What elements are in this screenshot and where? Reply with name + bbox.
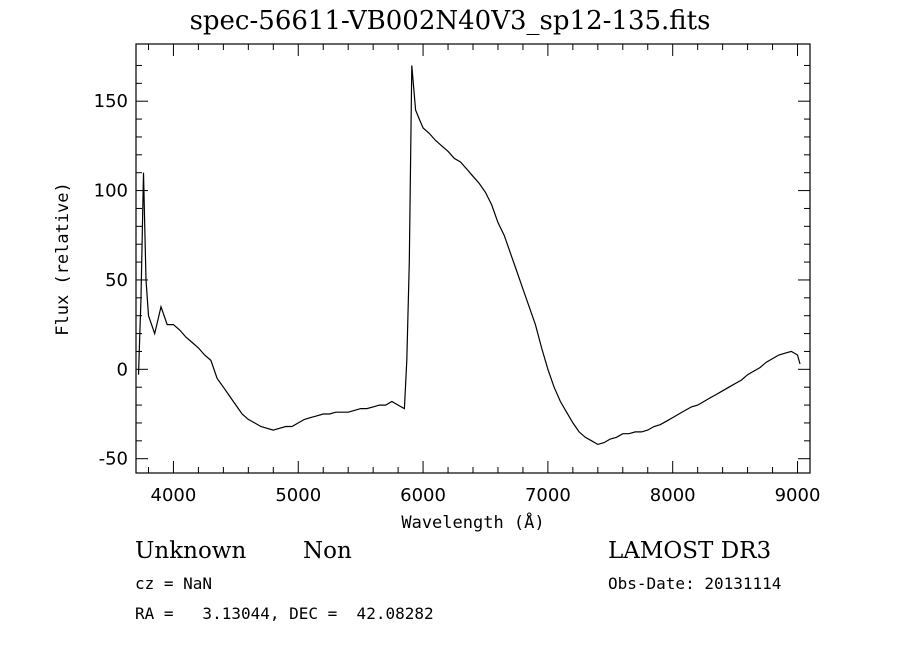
chart-title: spec-56611-VB002N40V3_sp12-135.fits (189, 6, 711, 36)
class-label: Unknown (135, 538, 247, 564)
redshift-label: cz = NaN (135, 574, 213, 593)
y-tick-label: -50 (99, 449, 128, 470)
x-tick-label: 4000 (151, 485, 197, 506)
y-tick-label: 0 (117, 359, 128, 380)
subclass-label: Non (303, 538, 352, 564)
y-tick-label: 100 (94, 181, 128, 202)
spectrum-line (137, 65, 801, 446)
x-tick-label: 9000 (775, 485, 821, 506)
x-axis-label: Wavelength (Å) (401, 511, 544, 533)
y-axis-label: Flux (relative) (53, 182, 73, 336)
y-tick-label: 150 (94, 91, 128, 112)
y-tick-label: 50 (105, 270, 128, 291)
plot-frame (135, 43, 811, 474)
coordinates-label: RA = 3.13044, DEC = 42.08282 (135, 604, 434, 623)
axis-ticks (136, 44, 810, 473)
x-tick-label: 7000 (525, 485, 571, 506)
x-tick-label: 6000 (400, 485, 446, 506)
obs-date-label: Obs-Date: 20131114 (608, 574, 782, 593)
x-tick-label: 5000 (275, 485, 321, 506)
x-tick-label: 8000 (650, 485, 696, 506)
axis-tick-labels: 4000 5000 6000 7000 8000 9000 -50 0 50 100 150 (94, 91, 821, 506)
survey-label: LAMOST DR3 (608, 538, 772, 564)
